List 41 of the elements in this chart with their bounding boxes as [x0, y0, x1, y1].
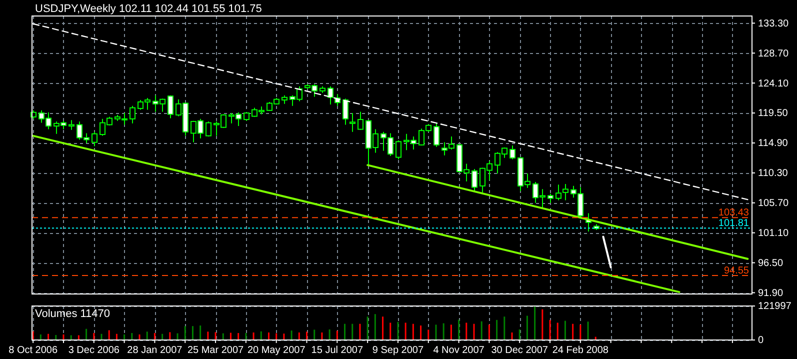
- x-tick-label: 9 Sep 2007: [372, 345, 424, 356]
- candlestick: [342, 98, 348, 126]
- y-tick-label: 114.90: [758, 138, 788, 150]
- chart-title: Volumes 11470: [35, 308, 110, 320]
- candlestick: [328, 86, 334, 106]
- y-tick-label: 119.50: [758, 108, 788, 120]
- ref-line-label: 94.55: [724, 265, 750, 276]
- candlestick: [168, 94, 174, 119]
- y-tick-label: 128.70: [758, 48, 790, 60]
- y-tick-label: 91.90: [758, 288, 784, 299]
- y-tick-label: 133.30: [758, 18, 790, 30]
- candlestick: [472, 168, 478, 192]
- candlestick: [510, 145, 516, 160]
- x-tick-label: 25 Mar 2007: [187, 345, 244, 356]
- ref-line-label: 101.81: [718, 218, 750, 230]
- x-tick-label: 20 May 2007: [247, 345, 306, 356]
- y-tick-label: 96.50: [758, 258, 784, 269]
- x-tick-label: 15 Jul 2007: [311, 345, 364, 356]
- x-tick-label: 3 Dec 2006: [68, 345, 120, 356]
- x-tick-label: 4 Nov 2007: [433, 345, 485, 356]
- y-tick-label: 0: [758, 335, 764, 346]
- ref-line-label: 103.43: [718, 208, 750, 219]
- y-tick-label: 124.10: [758, 78, 790, 90]
- x-tick-label: 30 Dec 2007: [491, 345, 548, 356]
- y-tick-label: 101.10: [758, 228, 790, 239]
- candlestick: [350, 112, 356, 132]
- x-tick-label: 24 Feb 2008: [552, 345, 609, 356]
- x-tick-label: 28 Jan 2007: [127, 345, 183, 356]
- candlestick: [130, 105, 136, 124]
- chart-title: USDJPY,Weekly 102.11 102.44 101.55 101.75: [35, 3, 262, 15]
- candlestick: [548, 193, 554, 204]
- candlestick: [92, 131, 98, 147]
- x-tick-label: 8 Oct 2006: [8, 345, 58, 356]
- candlestick: [434, 122, 440, 148]
- candlestick: [396, 140, 402, 160]
- candlestick: [68, 120, 74, 130]
- candlestick: [206, 120, 212, 137]
- y-tick-label: 121997: [758, 301, 792, 312]
- y-tick-label: 105.70: [758, 198, 790, 210]
- y-tick-label: 110.30: [758, 168, 788, 180]
- candlestick: [358, 111, 364, 130]
